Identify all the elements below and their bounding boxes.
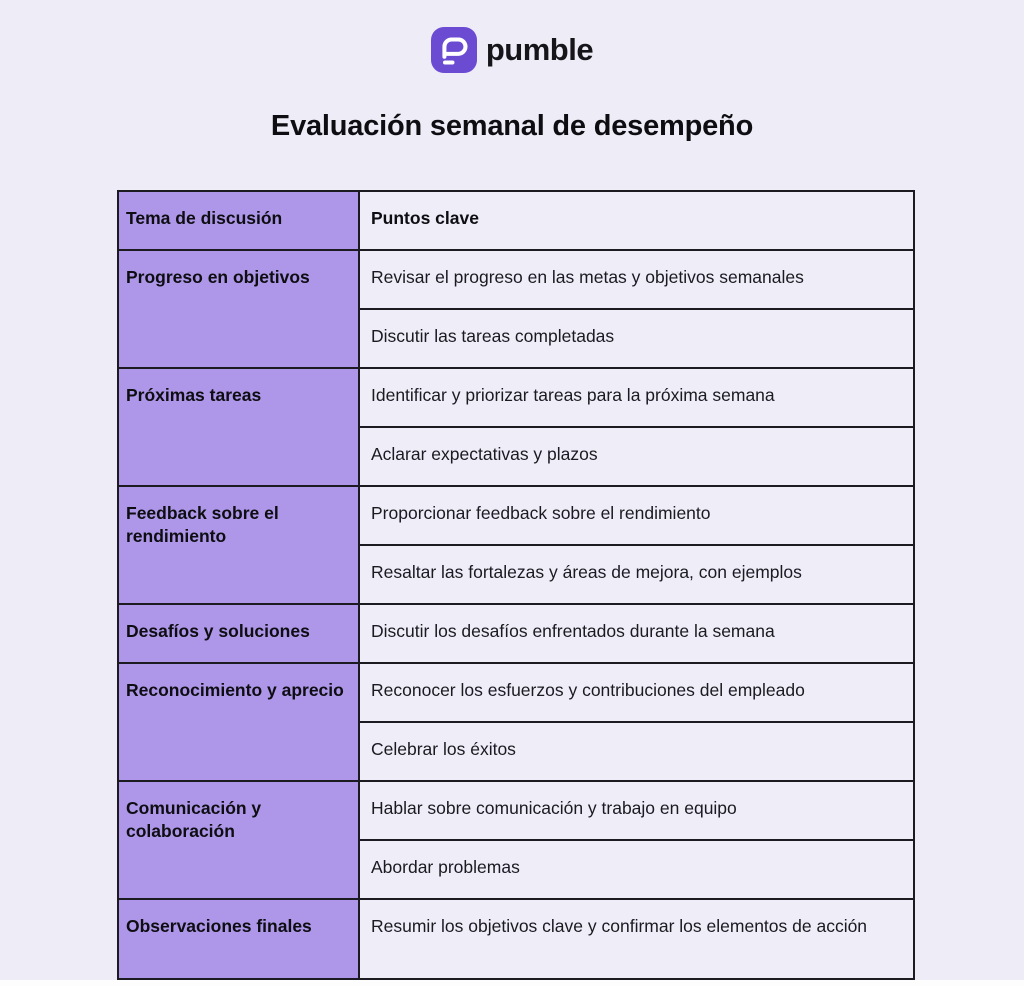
topic-cell: Desafíos y soluciones xyxy=(117,603,360,664)
table-body: Progreso en objetivos Revisar el progreso… xyxy=(117,249,915,980)
table-row: Abordar problemas xyxy=(118,839,915,900)
topic-cell: Próximas tareas xyxy=(117,367,360,487)
topic-cell: Progreso en objetivos xyxy=(117,249,360,369)
points-cell: Proporcionar feedback sobre el rendimien… xyxy=(358,485,915,546)
table-row: Discutir las tareas completadas xyxy=(118,308,915,369)
brand-header: pumble xyxy=(0,0,1024,73)
column-header-topic: Tema de discusión xyxy=(117,190,360,251)
table-row: Comunicación y colaboración Hablar sobre … xyxy=(117,780,915,900)
points-cell: Resumir los objetivos clave y confirmar … xyxy=(358,898,915,980)
table-row: Resaltar las fortalezas y áreas de mejor… xyxy=(118,544,915,605)
points-cell: Discutir los desafíos enfrentados durant… xyxy=(358,603,915,664)
topic-cell: Reconocimiento y aprecio xyxy=(117,662,360,782)
table-row: Aclarar expectativas y plazos xyxy=(118,426,915,487)
table-header-row: Tema de discusión Puntos clave xyxy=(117,190,915,251)
points-cell: Aclarar expectativas y plazos xyxy=(358,426,915,487)
points-cell: Hablar sobre comunicación y trabajo en e… xyxy=(358,780,915,841)
points-cell: Reconocer los esfuerzos y contribuciones… xyxy=(358,662,915,723)
pumble-wordmark: pumble xyxy=(485,32,594,67)
table-row: Feedback sobre el rendimiento Proporciona… xyxy=(117,485,915,605)
table-row: Reconocimiento y aprecio Reconocer los es… xyxy=(117,662,915,782)
points-cell: Abordar problemas xyxy=(358,839,915,900)
evaluation-table: Tema de discusión Puntos clave Progreso … xyxy=(117,190,915,980)
column-header-points: Puntos clave xyxy=(358,190,915,251)
points-cell: Identificar y priorizar tareas para la p… xyxy=(358,367,915,428)
table-row: Observaciones finales Resumir los objetiv… xyxy=(117,898,915,980)
topic-cell: Feedback sobre el rendimiento xyxy=(117,485,360,605)
topic-cell: Comunicación y colaboración xyxy=(117,780,360,900)
bottom-strip xyxy=(0,980,1024,986)
points-cell: Celebrar los éxitos xyxy=(358,721,915,782)
pumble-logo-icon xyxy=(430,27,477,73)
table-row: Progreso en objetivos Revisar el progreso… xyxy=(117,249,915,369)
table-row: Desafíos y soluciones Discutir los desafí… xyxy=(117,603,915,664)
table-row: Próximas tareas Identificar y priorizar t… xyxy=(117,367,915,487)
table-row: Celebrar los éxitos xyxy=(118,721,915,782)
points-cell: Discutir las tareas completadas xyxy=(358,308,915,369)
points-cell: Resaltar las fortalezas y áreas de mejor… xyxy=(358,544,915,605)
points-cell: Revisar el progreso en las metas y objet… xyxy=(358,249,915,310)
topic-cell: Observaciones finales xyxy=(117,898,360,980)
page-title: Evaluación semanal de desempeño xyxy=(270,110,754,142)
